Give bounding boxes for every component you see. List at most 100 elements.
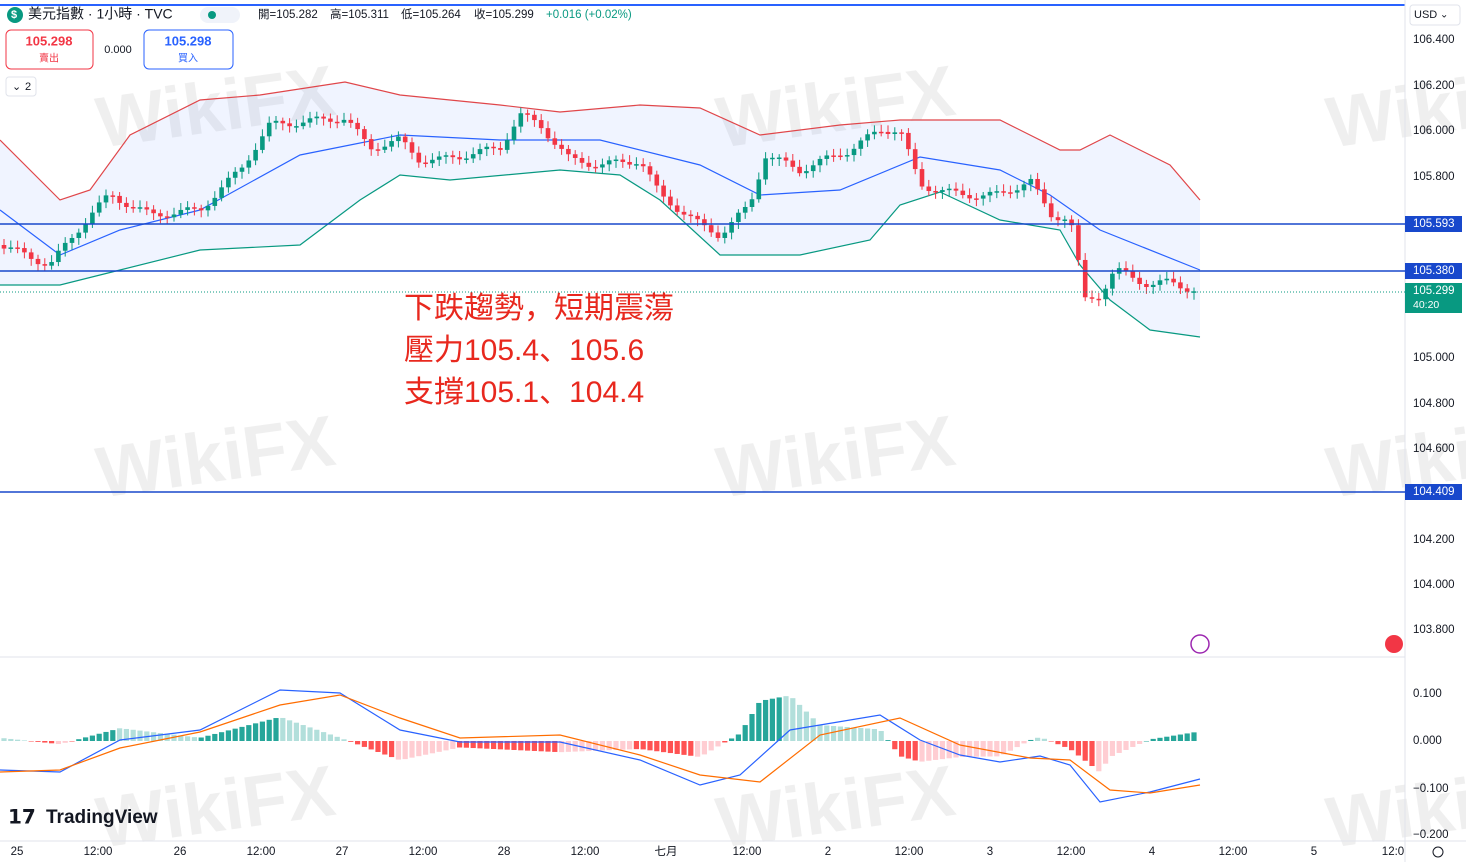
- alert-icon[interactable]: [1190, 634, 1210, 654]
- macd-histogram: [565, 741, 571, 752]
- settings-icon[interactable]: [1432, 846, 1444, 858]
- candle-body: [1055, 217, 1061, 221]
- candle-body: [858, 140, 864, 149]
- bollinger-lower: [0, 169, 1201, 338]
- last-price-tag: [1405, 283, 1462, 313]
- candle-body: [1021, 184, 1027, 191]
- candle-body: [967, 195, 972, 199]
- candle-body: [940, 190, 945, 192]
- macd-histogram: [191, 737, 197, 741]
- candle-body: [634, 164, 639, 166]
- candle-body: [212, 197, 218, 206]
- candle-body: [430, 159, 435, 164]
- candle-body: [22, 248, 27, 253]
- flag-icon[interactable]: [1385, 635, 1403, 653]
- macd-histogram: [1143, 740, 1149, 742]
- candle-body: [185, 207, 190, 210]
- bollinger-fill: [0, 82, 1200, 337]
- macd-tick-label: −0.100: [1413, 783, 1449, 795]
- macd-histogram: [735, 734, 741, 741]
- macd-histogram: [178, 735, 184, 741]
- symbol[interactable]: 美元指數 · 1小時 · TVC: [28, 6, 173, 22]
- candle-body: [443, 155, 449, 157]
- macd-tick-label: −0.200: [1413, 829, 1449, 841]
- candle-body: [103, 195, 109, 203]
- annotation: 支撐105.1、104.4: [404, 376, 644, 409]
- macd-histogram: [681, 741, 687, 755]
- ohlc-open: 開=105.282: [258, 8, 318, 21]
- candle-body: [674, 205, 680, 212]
- sell-button[interactable]: [5, 29, 94, 70]
- candle-body: [382, 146, 388, 150]
- logo: TradingView: [46, 807, 158, 828]
- candle-body: [776, 157, 782, 159]
- macd-histogram: [953, 741, 959, 758]
- macd-histogram: [586, 741, 592, 752]
- candle-body: [586, 162, 592, 167]
- macd-histogram: [810, 718, 816, 741]
- candle-body: [477, 149, 483, 155]
- macd-histogram: [293, 722, 299, 741]
- macd-histogram: [253, 723, 259, 741]
- candle-body: [280, 120, 286, 124]
- level-label: 105.380: [1413, 265, 1455, 277]
- candle-body: [219, 187, 224, 198]
- time-tick-label: 27: [336, 846, 349, 858]
- macd-histogram: [355, 741, 361, 745]
- candle-body: [1014, 190, 1020, 193]
- candle-body: [266, 122, 272, 137]
- candle-body: [538, 120, 544, 129]
- status-pill[interactable]: [200, 7, 240, 23]
- symbol-icon: [7, 7, 23, 23]
- candle-body: [484, 146, 490, 150]
- time-tick-label: 12:00: [84, 846, 113, 858]
- macd-histogram: [715, 741, 721, 747]
- indicators-toggle[interactable]: [5, 76, 37, 97]
- macd-histogram: [280, 717, 286, 741]
- candle-body: [56, 250, 61, 263]
- currency-button[interactable]: [1409, 4, 1461, 26]
- macd-histogram: [926, 741, 932, 761]
- candle-body: [314, 116, 320, 119]
- time-tick-label: 2: [825, 846, 831, 858]
- macd-histogram: [429, 741, 435, 754]
- macd-histogram: [783, 696, 789, 741]
- level-tag: [1405, 263, 1462, 279]
- candle-body: [1035, 178, 1040, 190]
- time-tick-label: 七月: [655, 845, 678, 858]
- macd-histogram: [307, 727, 313, 741]
- candle-body: [790, 160, 796, 167]
- candle-body: [810, 165, 816, 172]
- status-dot: [208, 11, 216, 19]
- candle-body: [69, 237, 75, 243]
- macd-histogram: [137, 730, 143, 741]
- candle-body: [110, 195, 116, 197]
- macd-histogram: [416, 741, 422, 757]
- candle-body: [668, 196, 673, 206]
- candle-body: [824, 155, 830, 159]
- macd-histogram: [1048, 741, 1054, 742]
- candle-body: [525, 113, 530, 115]
- macd-histogram: [457, 741, 463, 748]
- macd-histogram: [1103, 741, 1109, 764]
- candle-body: [178, 209, 184, 215]
- candle-body: [423, 162, 428, 165]
- macd-histogram: [334, 736, 340, 741]
- candle-body: [572, 154, 578, 158]
- indicators-chevron: ⌄: [12, 81, 21, 93]
- candle-body: [885, 131, 891, 134]
- candle-body: [722, 232, 728, 238]
- macd-histogram: [797, 704, 803, 741]
- candle-body: [1103, 288, 1108, 300]
- macd-histogram: [123, 728, 129, 741]
- candle-body: [8, 247, 14, 249]
- buy-button[interactable]: [143, 29, 234, 70]
- time-tick-label: 25: [11, 846, 24, 858]
- candle-body: [545, 128, 551, 139]
- candle-body: [770, 157, 775, 160]
- macd-histogram: [83, 737, 89, 741]
- macd-histogram: [518, 741, 524, 751]
- macd-histogram: [497, 741, 503, 750]
- candle-body: [416, 152, 422, 163]
- candle-body: [974, 198, 979, 200]
